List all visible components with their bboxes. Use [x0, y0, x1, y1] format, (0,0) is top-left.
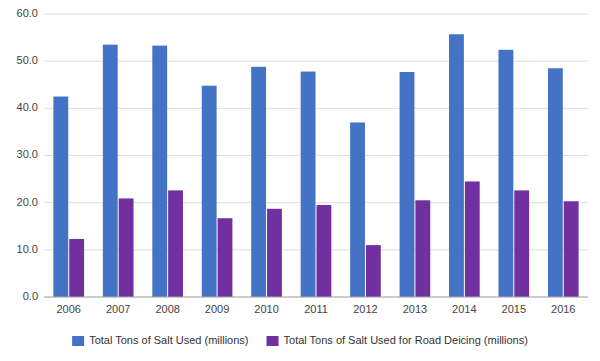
- bars: [53, 34, 578, 297]
- x-tick-label: 2014: [452, 303, 476, 315]
- legend-swatch: [72, 336, 84, 346]
- bar: [350, 122, 365, 297]
- bar: [415, 200, 430, 297]
- bar: [316, 205, 331, 297]
- y-tick-label: 60.0: [17, 7, 38, 19]
- bar: [548, 68, 563, 297]
- bar: [152, 46, 167, 297]
- bar: [301, 72, 316, 297]
- bar: [564, 201, 579, 297]
- chart: 0.0 10.0 20.0 30.0 40.0 50.0 60.0 2006 2007 2008 2…: [0, 0, 600, 361]
- y-tick-label: 50.0: [17, 54, 38, 66]
- x-axis-line: [44, 297, 588, 298]
- bar: [400, 72, 415, 297]
- legend: Total Tons of Salt Used (millions) Total …: [72, 334, 528, 346]
- bar: [366, 245, 381, 297]
- bar: [251, 67, 266, 297]
- grid-line: [44, 14, 588, 15]
- x-tick-label: 2006: [56, 303, 80, 315]
- legend-label: Total Tons of Salt Used for Road Deicing…: [284, 334, 528, 346]
- bar: [53, 97, 68, 297]
- y-tick-label: 30.0: [17, 148, 38, 160]
- bar: [103, 45, 118, 297]
- grid-line: [44, 297, 588, 298]
- bar: [168, 190, 183, 297]
- x-tick-label: 2008: [155, 303, 179, 315]
- bar: [498, 50, 513, 297]
- bar: [449, 34, 464, 297]
- y-tick-label: 10.0: [17, 243, 38, 255]
- x-tick-label: 2010: [254, 303, 278, 315]
- bar: [119, 198, 134, 297]
- bar: [69, 239, 84, 297]
- y-tick-label: 0.0: [23, 290, 38, 302]
- x-tick-label: 2013: [403, 303, 427, 315]
- legend-swatch: [267, 336, 279, 346]
- x-tick-label: 2012: [353, 303, 377, 315]
- bar: [465, 181, 480, 297]
- x-tick-label: 2016: [551, 303, 575, 315]
- x-tick-label: 2009: [205, 303, 229, 315]
- bar: [218, 218, 233, 297]
- x-tick-label: 2015: [502, 303, 526, 315]
- bar: [514, 190, 529, 297]
- bar: [202, 86, 217, 297]
- x-tick-label: 2011: [304, 303, 328, 315]
- legend-label: Total Tons of Salt Used (millions): [89, 334, 248, 346]
- x-tick-label: 2007: [106, 303, 130, 315]
- grid: [44, 14, 588, 297]
- bar: [267, 209, 282, 297]
- y-tick-label: 20.0: [17, 196, 38, 208]
- y-tick-label: 40.0: [17, 101, 38, 113]
